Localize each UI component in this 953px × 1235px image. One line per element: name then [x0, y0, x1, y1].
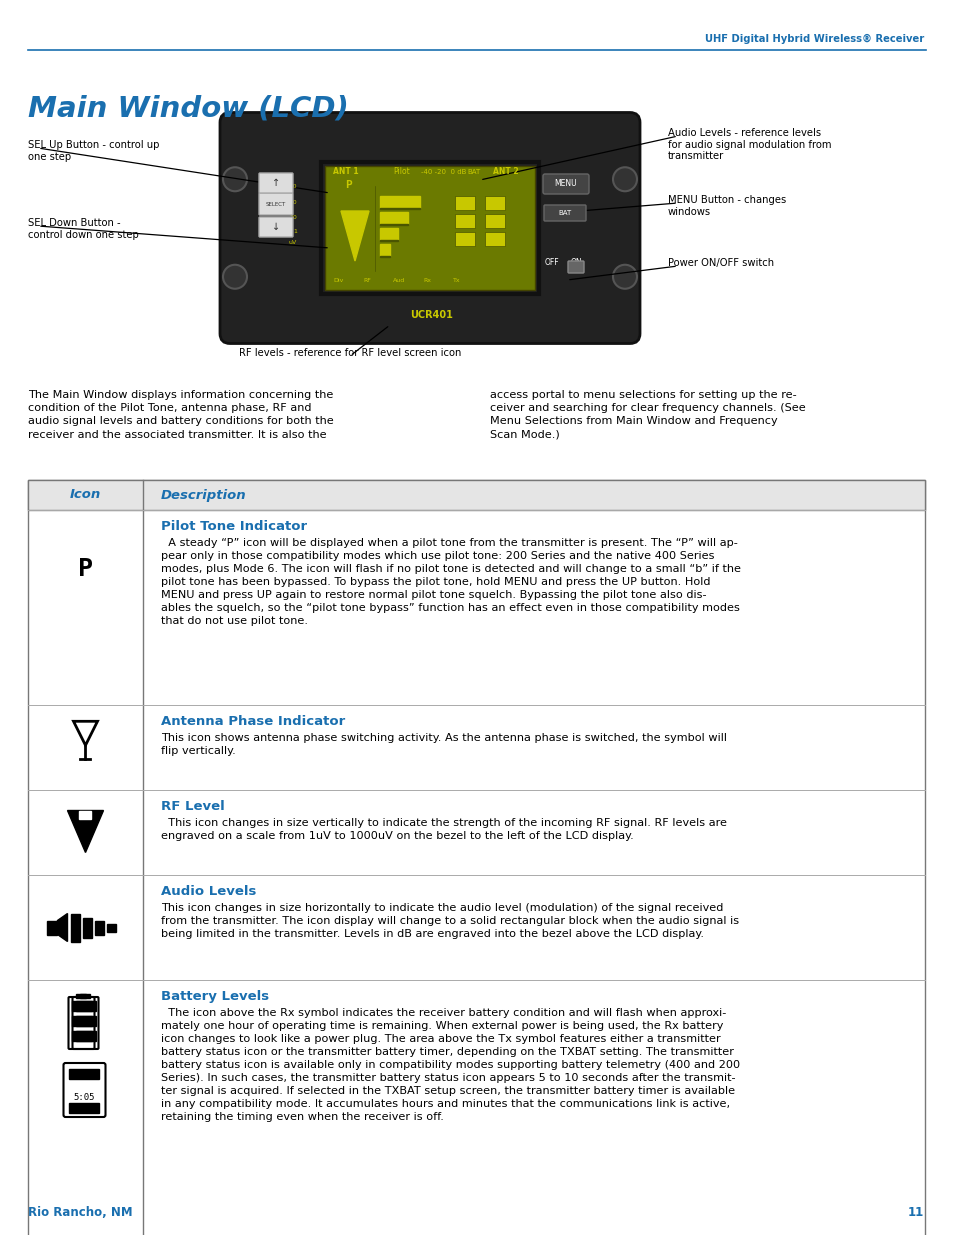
Text: Aud: Aud: [393, 278, 405, 283]
Polygon shape: [70, 1103, 99, 1113]
Text: Rio Rancho, NM: Rio Rancho, NM: [28, 1207, 132, 1219]
FancyBboxPatch shape: [484, 232, 504, 246]
Polygon shape: [79, 810, 91, 819]
Polygon shape: [71, 914, 80, 941]
FancyBboxPatch shape: [325, 165, 535, 290]
Text: MENU: MENU: [554, 179, 577, 189]
Text: Rx: Rx: [422, 278, 431, 283]
Text: RF: RF: [363, 278, 371, 283]
Circle shape: [613, 167, 637, 191]
Text: RF levels - reference for RF level screen icon: RF levels - reference for RF level scree…: [238, 348, 460, 358]
Text: Main Window (LCD): Main Window (LCD): [28, 95, 349, 124]
Text: ↓: ↓: [272, 222, 280, 232]
FancyBboxPatch shape: [455, 196, 475, 210]
Text: Pilot Tone Indicator: Pilot Tone Indicator: [161, 520, 307, 534]
Polygon shape: [379, 196, 419, 207]
Polygon shape: [379, 228, 397, 240]
Polygon shape: [379, 212, 408, 224]
Polygon shape: [108, 924, 116, 931]
Polygon shape: [340, 211, 369, 261]
Text: Battery Levels: Battery Levels: [161, 990, 269, 1003]
Text: UCR401: UCR401: [410, 310, 453, 320]
Polygon shape: [72, 1016, 92, 1026]
Text: BAT: BAT: [558, 210, 571, 216]
Text: 100: 100: [285, 200, 296, 205]
Polygon shape: [57, 914, 68, 941]
Text: ANT 2: ANT 2: [493, 167, 518, 177]
Text: Power ON/OFF switch: Power ON/OFF switch: [667, 258, 773, 268]
Text: Audio Levels: Audio Levels: [161, 885, 256, 898]
Text: The Main Window displays information concerning the
condition of the Pilot Tone,: The Main Window displays information con…: [28, 390, 334, 440]
Polygon shape: [76, 994, 87, 998]
Text: -40 -20  0 dB: -40 -20 0 dB: [420, 169, 466, 175]
Polygon shape: [76, 1031, 96, 1041]
Circle shape: [223, 264, 247, 289]
Text: UHF Digital Hybrid Wireless® Receiver: UHF Digital Hybrid Wireless® Receiver: [704, 33, 923, 44]
Polygon shape: [72, 1031, 92, 1041]
Text: The icon above the Rx symbol indicates the receiver battery condition and will f: The icon above the Rx symbol indicates t…: [161, 1008, 740, 1123]
Polygon shape: [70, 1070, 99, 1079]
Polygon shape: [76, 1002, 96, 1011]
FancyBboxPatch shape: [258, 173, 293, 193]
Text: OFF: OFF: [544, 258, 559, 267]
Text: ANT 1: ANT 1: [333, 167, 358, 177]
Polygon shape: [379, 245, 390, 256]
Text: P: P: [78, 557, 92, 580]
Polygon shape: [80, 994, 91, 998]
FancyBboxPatch shape: [258, 193, 293, 215]
FancyBboxPatch shape: [28, 480, 924, 1235]
Text: 10: 10: [289, 215, 296, 220]
Polygon shape: [76, 1016, 96, 1026]
Polygon shape: [68, 810, 103, 852]
Text: MENU Button - changes
windows: MENU Button - changes windows: [667, 195, 785, 216]
Text: RF Level: RF Level: [161, 800, 225, 813]
Text: Tx: Tx: [453, 278, 460, 283]
Text: SEL Up Button - control up
one step: SEL Up Button - control up one step: [28, 140, 159, 162]
Text: This icon changes in size vertically to indicate the strength of the incoming RF: This icon changes in size vertically to …: [161, 818, 726, 841]
Polygon shape: [95, 920, 105, 935]
Text: This icon shows antenna phase switching activity. As the antenna phase is switch: This icon shows antenna phase switching …: [161, 734, 726, 756]
Text: P: P: [345, 180, 352, 190]
Text: access portal to menu selections for setting up the re-
ceiver and searching for: access portal to menu selections for set…: [490, 390, 805, 440]
Polygon shape: [72, 1002, 92, 1011]
Text: 1: 1: [293, 228, 296, 233]
FancyBboxPatch shape: [567, 261, 583, 273]
FancyBboxPatch shape: [484, 214, 504, 228]
Text: Audio Levels - reference levels
for audio signal modulation from
transmitter: Audio Levels - reference levels for audi…: [667, 128, 831, 162]
Text: ↑: ↑: [272, 178, 280, 188]
Text: A steady “P” icon will be displayed when a pilot tone from the transmitter is pr: A steady “P” icon will be displayed when…: [161, 538, 740, 626]
Text: 11: 11: [907, 1207, 923, 1219]
FancyBboxPatch shape: [28, 480, 924, 510]
Text: Icon: Icon: [70, 489, 101, 501]
Text: BAT: BAT: [467, 169, 479, 175]
Text: SEL Down Button -
control down one step: SEL Down Button - control down one step: [28, 219, 138, 240]
Circle shape: [613, 264, 637, 289]
FancyBboxPatch shape: [220, 112, 639, 343]
FancyBboxPatch shape: [542, 174, 588, 194]
FancyBboxPatch shape: [455, 232, 475, 246]
FancyBboxPatch shape: [455, 214, 475, 228]
Text: Description: Description: [161, 489, 247, 501]
Text: Div: Div: [333, 278, 343, 283]
FancyBboxPatch shape: [543, 205, 585, 221]
Text: Antenna Phase Indicator: Antenna Phase Indicator: [161, 715, 345, 727]
Polygon shape: [48, 920, 57, 935]
Text: Pilot: Pilot: [393, 167, 410, 177]
Text: SELECT: SELECT: [266, 201, 286, 206]
Text: This icon changes in size horizontally to indicate the audio level (modulation) : This icon changes in size horizontally t…: [161, 903, 739, 939]
Text: 5:05: 5:05: [73, 1093, 95, 1102]
Text: 1000: 1000: [281, 184, 296, 189]
Text: uV: uV: [289, 240, 296, 245]
Circle shape: [223, 167, 247, 191]
FancyBboxPatch shape: [484, 196, 504, 210]
Text: ON: ON: [571, 258, 582, 267]
Polygon shape: [84, 918, 92, 937]
FancyBboxPatch shape: [258, 217, 293, 237]
